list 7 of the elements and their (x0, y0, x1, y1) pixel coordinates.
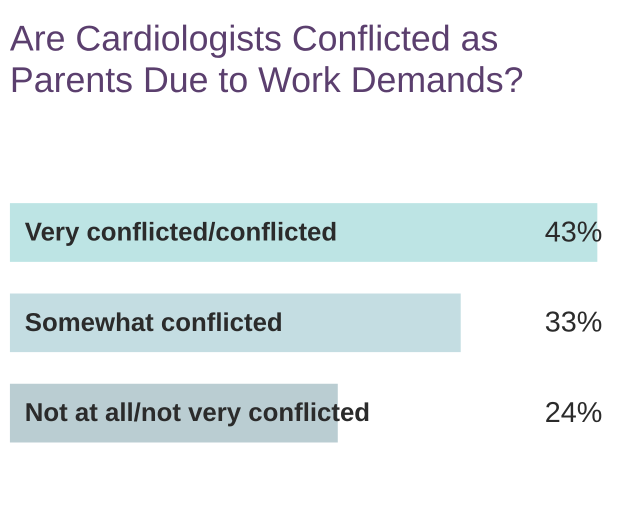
chart-title: Are Cardiologists Conflicted as Parents Due to Work Demands? (10, 18, 524, 100)
y-tick-label: Very conflicted/conflicted (24, 218, 338, 246)
data-label: 33% (544, 306, 602, 339)
y-tick-label: Not at all/not very conflicted (24, 399, 370, 428)
data-label: 43% (544, 216, 602, 248)
y-tick-label: Somewhat conflicted (24, 308, 283, 337)
data-label: 24% (544, 397, 602, 430)
